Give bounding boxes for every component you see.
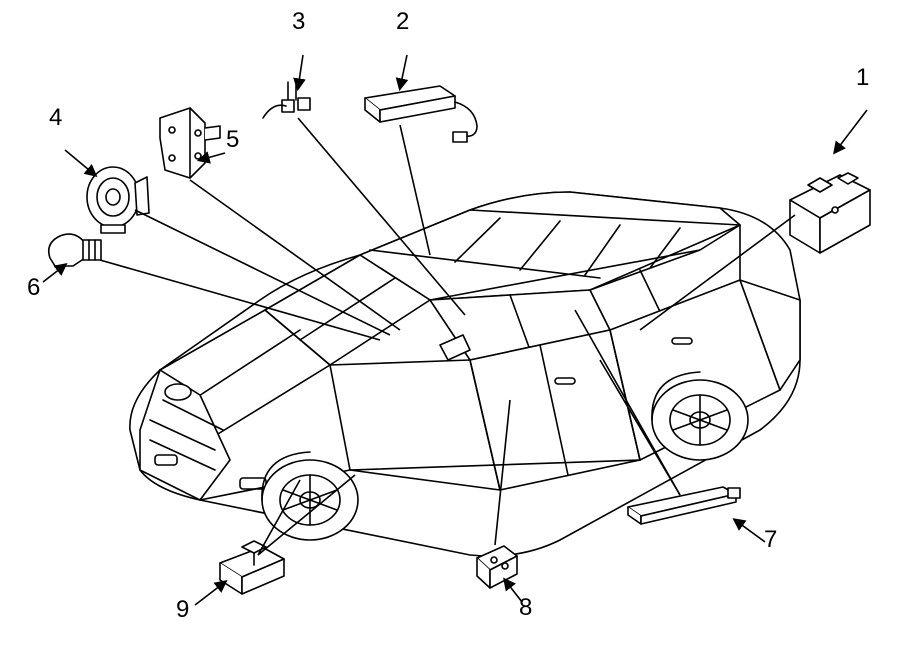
part-icon-5 (160, 108, 220, 178)
part-icon-2 (365, 86, 477, 142)
callout-label-2: 2 (396, 8, 409, 36)
diagram-stage: 1 2 3 4 5 6 7 8 9 (0, 0, 900, 661)
callout-label-3: 3 (292, 8, 305, 36)
callout-label-1: 1 (856, 64, 869, 92)
callout-label-5: 5 (226, 126, 239, 154)
part-icon-1 (790, 173, 870, 253)
callout-label-4: 4 (49, 104, 62, 132)
part-icon-4 (87, 167, 149, 233)
part-icon-6 (49, 234, 101, 266)
callout-label-6: 6 (27, 274, 40, 302)
callout-label-9: 9 (176, 596, 189, 624)
part-icon-3 (263, 80, 310, 118)
diagram-svg (0, 0, 900, 661)
callout-label-7: 7 (764, 526, 777, 554)
part-icon-9 (220, 541, 284, 594)
callout-label-8: 8 (519, 594, 532, 622)
